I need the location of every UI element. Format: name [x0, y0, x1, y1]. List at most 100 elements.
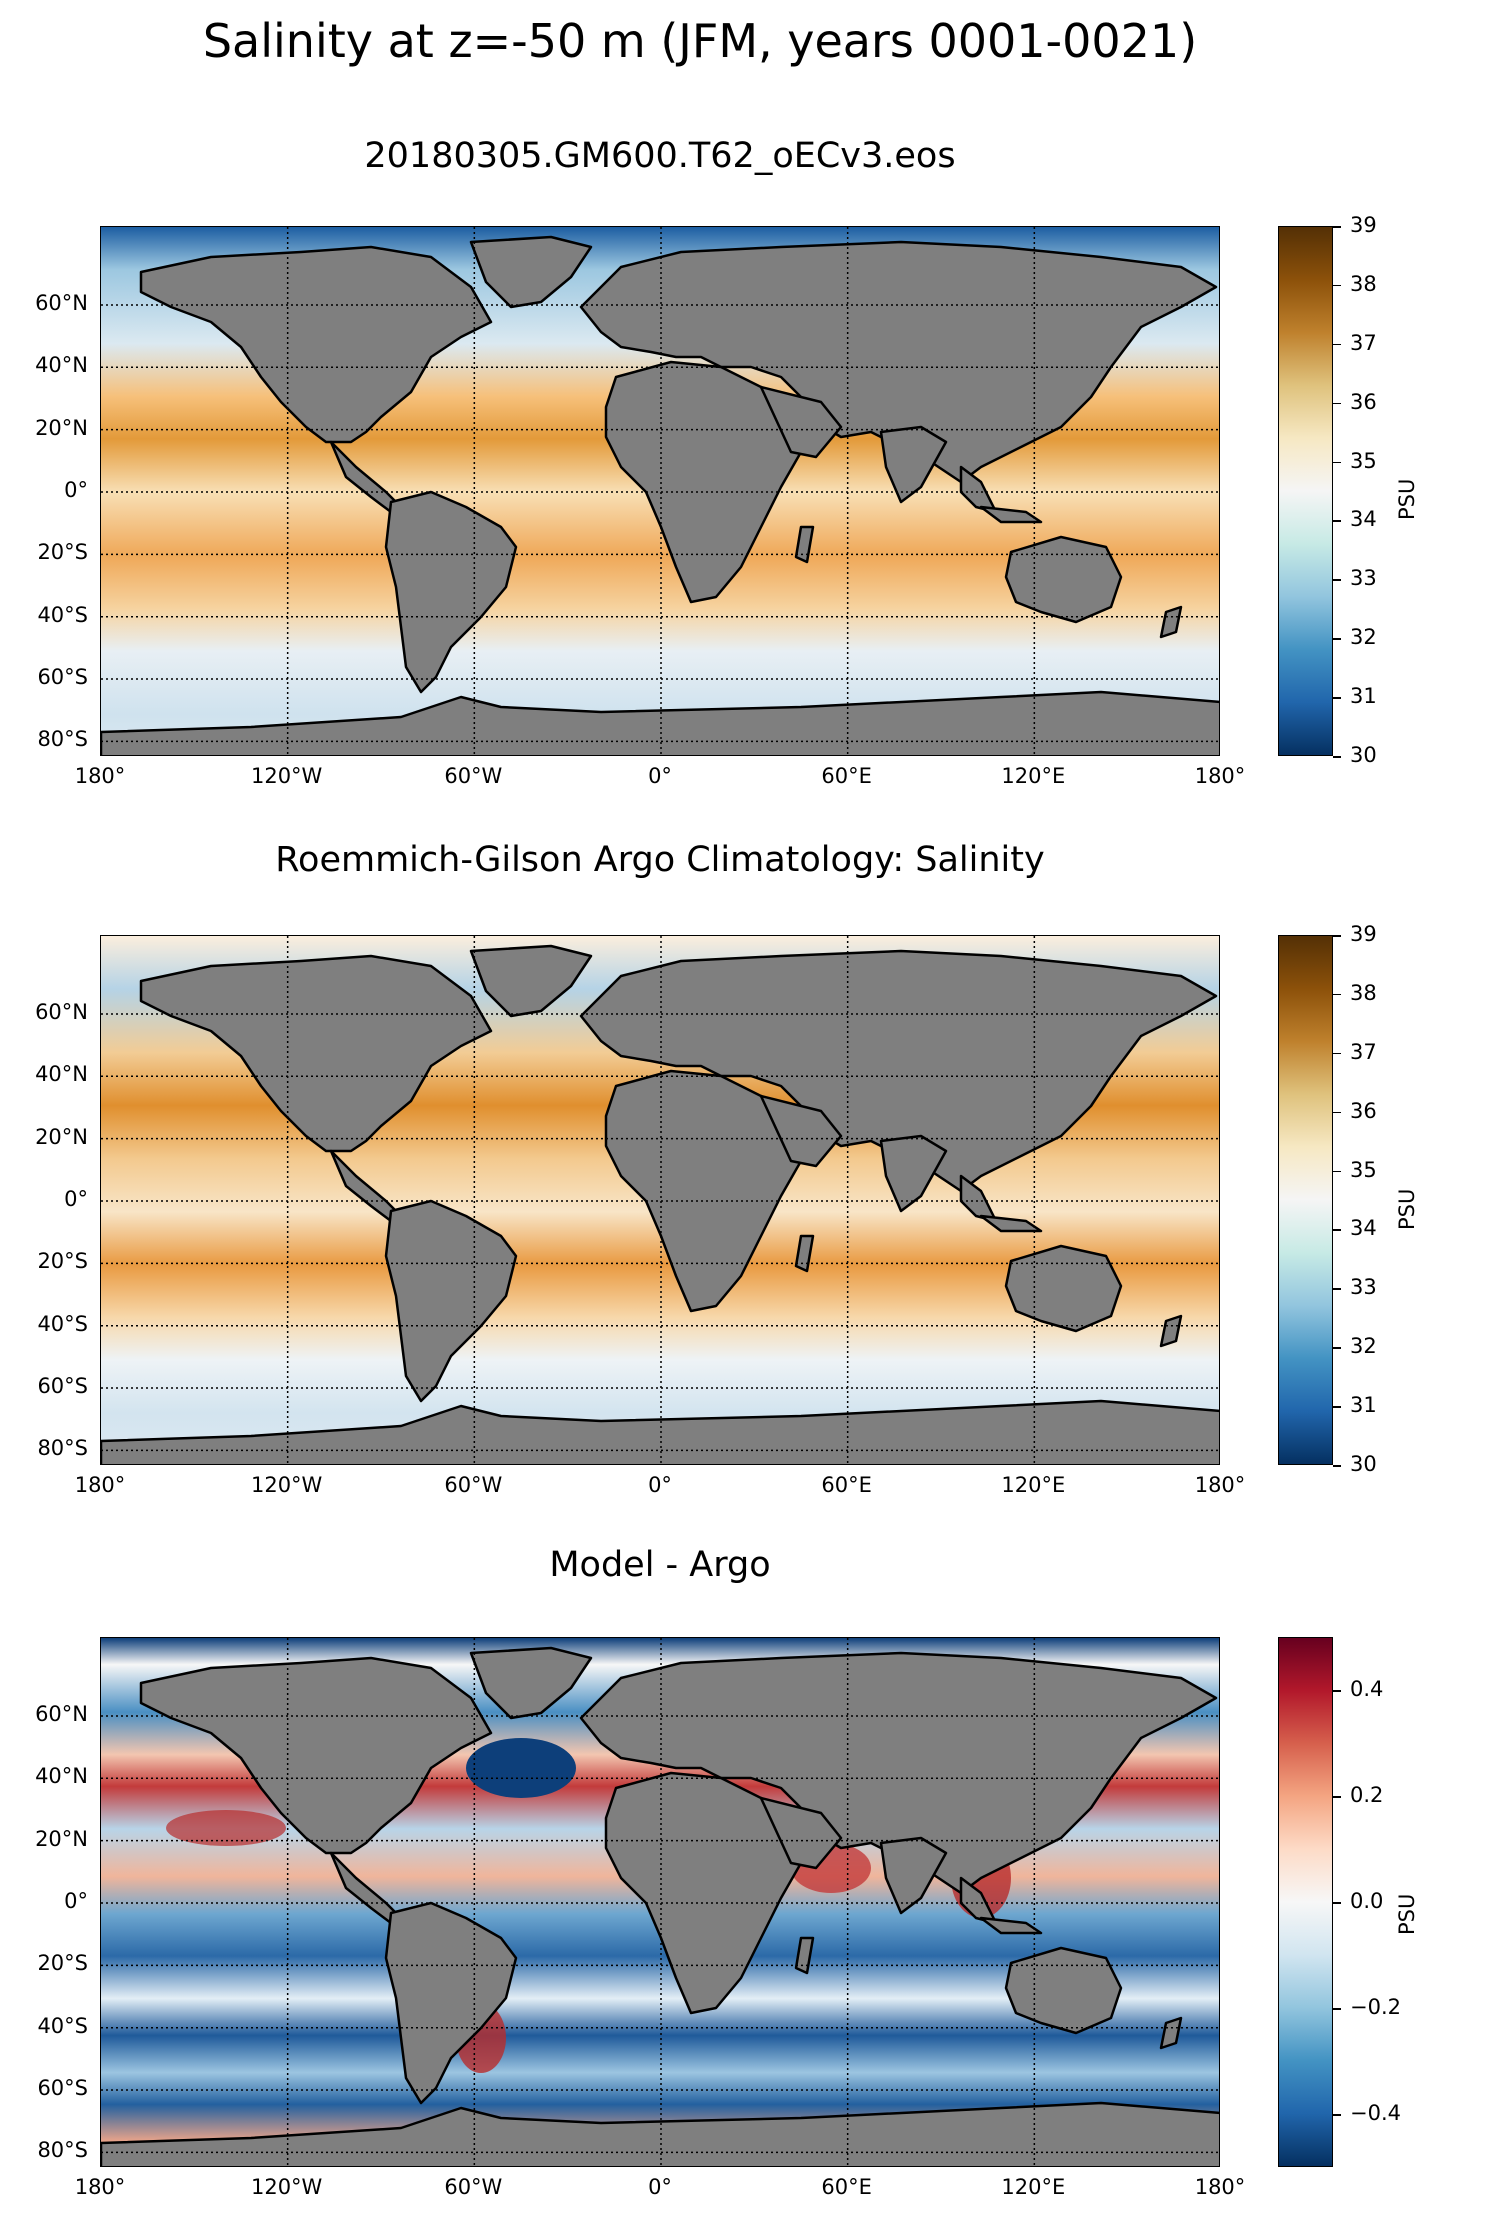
colorbar-panel-3: [1278, 1637, 1333, 2167]
colorbar-tick: [1333, 1406, 1341, 1408]
x-tick-label: 180°: [74, 2175, 126, 2199]
y-tick-label: 20°N: [35, 415, 88, 440]
x-tick-label: 120°W: [250, 764, 323, 788]
colorbar-tick-label: −0.2: [1350, 1995, 1401, 2019]
y-tick-label: 40°N: [35, 1764, 88, 1789]
x-tick-label: 120°E: [1001, 764, 1066, 788]
colorbar-tick: [1333, 1111, 1341, 1114]
x-tick-label: 180°: [1194, 2175, 1246, 2199]
x-tick-label: 120°E: [1001, 1473, 1066, 1497]
y-tick-label: 40°N: [35, 353, 88, 378]
colorbar-tick-label: 32: [1350, 625, 1377, 650]
y-tick-label: 40°N: [35, 1062, 88, 1087]
colorbar-3-label: PSU: [1395, 1893, 1419, 1935]
x-tick-label: 60°W: [444, 764, 503, 788]
colorbar-tick: [1333, 343, 1341, 346]
x-tick-label: 120°E: [1001, 2175, 1066, 2199]
colorbar-tick: [1333, 579, 1341, 581]
colorbar-tick-label: 32: [1350, 1334, 1377, 1359]
x-tick-label: 0°: [648, 1473, 672, 1497]
figure-title: Salinity at z=-50 m (JFM, years 0001-002…: [202, 14, 1198, 68]
y-tick-label: 60°N: [35, 290, 88, 315]
colorbar-tick: [1333, 1170, 1341, 1173]
x-tick-label: 60°E: [821, 1473, 872, 1497]
colorbar-tick-label: 36: [1350, 389, 1377, 414]
x-tick-label: 180°: [1194, 764, 1246, 788]
colorbar-tick-label: 31: [1350, 684, 1377, 709]
x-tick-label: 180°: [1194, 1473, 1246, 1497]
x-tick-label: 60°E: [821, 2175, 872, 2199]
colorbar-tick-label: 0.4: [1350, 1677, 1384, 1701]
panel-3-title: Model - Argo: [549, 1545, 771, 1585]
colorbar-1-label: PSU: [1395, 478, 1419, 520]
y-tick-label: 60°S: [37, 665, 88, 690]
y-tick-label: 40°S: [37, 1311, 88, 1336]
colorbar-tick: [1333, 1288, 1341, 1290]
panel-3-map: [100, 1637, 1220, 2167]
colorbar-tick: [1333, 226, 1341, 228]
colorbar-tick-label: 37: [1350, 1039, 1377, 1064]
x-tick-label: 0°: [648, 2175, 672, 2199]
colorbar-tick: [1333, 1465, 1341, 1467]
y-tick-label: 80°S: [37, 1436, 88, 1461]
colorbar-tick: [1333, 935, 1341, 937]
x-tick-label: 60°W: [444, 2175, 503, 2199]
x-tick-label: 120°W: [250, 2175, 323, 2199]
colorbar-tick: [1333, 993, 1341, 996]
x-tick-label: 180°: [74, 1473, 126, 1497]
colorbar-tick-label: 31: [1350, 1393, 1377, 1418]
y-tick-label: 0°: [64, 1889, 88, 1913]
colorbar-tick-label: 33: [1350, 566, 1377, 591]
y-tick-label: 40°S: [37, 602, 88, 627]
colorbar-tick-label: 39: [1350, 213, 1377, 237]
colorbar-tick: [1333, 1229, 1341, 1231]
y-tick-label: 0°: [64, 478, 88, 502]
y-tick-label: 60°S: [37, 2076, 88, 2101]
y-tick-label: 20°S: [37, 1951, 88, 1976]
colorbar-tick-label: 33: [1350, 1275, 1377, 1300]
y-tick-label: 0°: [64, 1187, 88, 1211]
x-tick-label: 0°: [648, 764, 672, 788]
colorbar-tick: [1333, 697, 1341, 699]
colorbar-tick: [1333, 1690, 1341, 1692]
colorbar-tick-label: 37: [1350, 330, 1377, 355]
y-tick-label: 80°S: [37, 727, 88, 752]
colorbar-tick: [1333, 2114, 1341, 2116]
colorbar-tick: [1333, 1902, 1341, 1904]
colorbar-tick: [1333, 2008, 1341, 2010]
colorbar-tick-label: 0.2: [1350, 1783, 1384, 1807]
colorbar-tick-label: 34: [1350, 1216, 1377, 1241]
colorbar-tick-label: 38: [1350, 271, 1377, 296]
panel-1-map: [100, 226, 1220, 756]
x-tick-label: 60°E: [821, 764, 872, 788]
colorbar-tick-label: 38: [1350, 980, 1377, 1005]
colorbar-2-label: PSU: [1395, 1188, 1419, 1230]
panel-2-map: [100, 935, 1220, 1465]
panel-1-title: 20180305.GM600.T62_oECv3.eos: [364, 136, 956, 176]
colorbar-tick-label: −0.4: [1350, 2101, 1401, 2125]
colorbar-tick-label: 35: [1350, 1157, 1377, 1182]
y-tick-label: 40°S: [37, 2013, 88, 2038]
y-tick-label: 60°N: [35, 999, 88, 1024]
colorbar-tick-label: 30: [1350, 1452, 1377, 1476]
x-tick-label: 60°W: [444, 1473, 503, 1497]
colorbar-tick-label: 35: [1350, 448, 1377, 473]
colorbar-tick: [1333, 284, 1341, 287]
colorbar-panel-2: [1278, 935, 1333, 1465]
colorbar-tick-label: 34: [1350, 507, 1377, 532]
colorbar-tick-label: 36: [1350, 1098, 1377, 1123]
colorbar-tick: [1333, 1347, 1341, 1349]
y-tick-label: 20°N: [35, 1124, 88, 1149]
x-tick-label: 120°W: [250, 1473, 323, 1497]
colorbar-tick: [1333, 402, 1341, 405]
y-tick-label: 20°S: [37, 540, 88, 565]
y-tick-label: 60°N: [35, 1701, 88, 1726]
y-tick-label: 60°S: [37, 1374, 88, 1399]
x-tick-label: 180°: [74, 764, 126, 788]
colorbar-tick: [1333, 756, 1341, 758]
colorbar-tick: [1333, 638, 1341, 640]
colorbar-tick: [1333, 520, 1341, 522]
colorbar-tick: [1333, 1796, 1341, 1798]
colorbar-tick-label: 39: [1350, 922, 1377, 946]
colorbar-tick: [1333, 461, 1341, 464]
